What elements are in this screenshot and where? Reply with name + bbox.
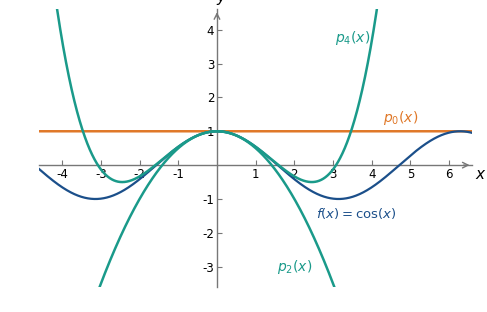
Text: $p_0(x)$: $p_0(x)$: [383, 109, 419, 127]
Text: $p_4(x)$: $p_4(x)$: [335, 29, 370, 46]
Text: $f(x) = \cos(x)$: $f(x) = \cos(x)$: [316, 207, 396, 222]
Text: $y$: $y$: [216, 0, 227, 7]
Text: $p_2(x)$: $p_2(x)$: [277, 258, 312, 276]
Text: $x$: $x$: [475, 167, 487, 182]
